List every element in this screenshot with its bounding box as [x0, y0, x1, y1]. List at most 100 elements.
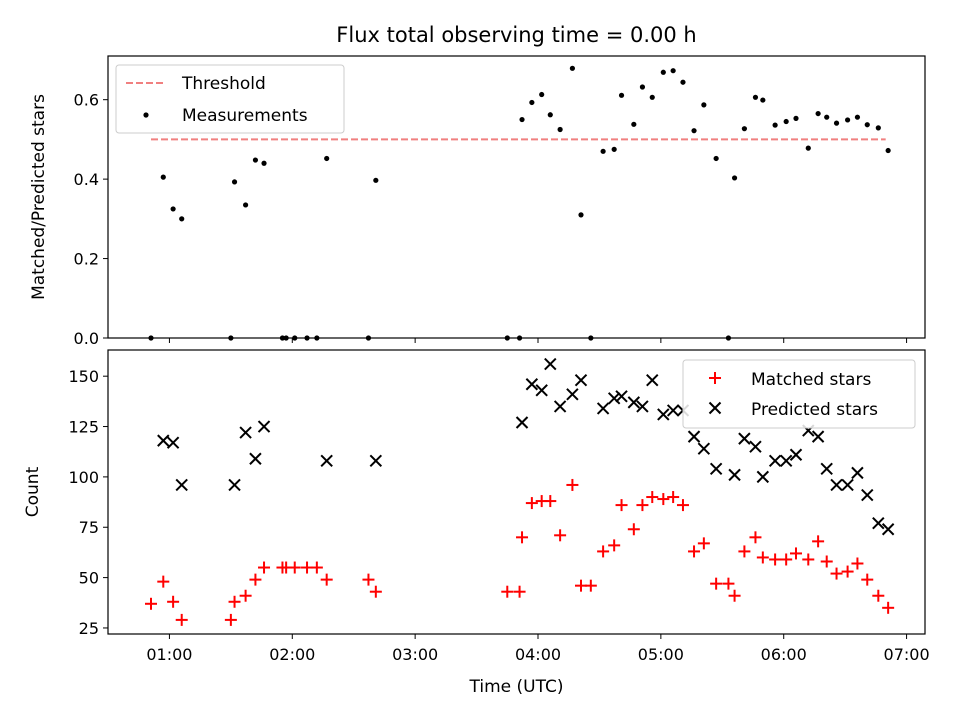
point-stroke: [627, 396, 641, 409]
point-matched: [710, 577, 723, 590]
chart-title: Flux total observing time = 0.00 h: [336, 23, 696, 47]
point-predicted: [830, 478, 843, 492]
point-stroke: [636, 400, 649, 413]
point-stroke: [881, 523, 895, 536]
point-stroke: [779, 454, 793, 467]
y-tick-label: 0.2: [74, 250, 99, 269]
point-measurement: [547, 112, 553, 118]
point-predicted: [607, 392, 621, 405]
legend-measurement-label: Measurements: [182, 106, 308, 126]
point-matched: [369, 585, 382, 598]
point-stroke: [749, 440, 762, 453]
point-stroke: [249, 452, 262, 465]
point-measurement: [529, 99, 535, 106]
x-tick-label: 04:00: [515, 645, 561, 664]
point-measurement: [578, 212, 584, 218]
point-stroke: [175, 478, 188, 492]
y-tick-label: 150: [68, 367, 99, 386]
x-tick-label: 01:00: [146, 645, 192, 664]
legend-box: [115, 64, 345, 134]
point-stroke: [728, 468, 741, 482]
point-stroke: [544, 357, 557, 371]
point-stroke: [596, 402, 610, 415]
point-stroke: [830, 478, 843, 492]
point-matched: [780, 553, 793, 566]
point-stroke: [607, 392, 621, 405]
point-matched: [258, 561, 271, 574]
point-stroke: [756, 470, 770, 484]
point-matched: [627, 523, 640, 536]
point-measurement: [600, 148, 606, 154]
point-stroke: [657, 408, 670, 421]
point-predicted: [228, 478, 241, 492]
point-matched: [175, 613, 188, 626]
point-stroke: [320, 454, 333, 467]
axes-frame: [107, 55, 926, 339]
x-axis-label: Time (UTC): [469, 677, 564, 697]
point-measurement: [170, 206, 176, 212]
point-matched: [167, 595, 180, 608]
point-stroke: [646, 374, 659, 387]
legend-matched-label: Matched stars: [751, 370, 871, 390]
point-predicted: [657, 408, 670, 421]
point-matched: [145, 597, 157, 610]
point-stroke: [566, 388, 579, 401]
point-predicted: [320, 454, 333, 467]
point-stroke: [861, 488, 874, 502]
point-predicted: [851, 466, 864, 480]
point-matched: [756, 551, 769, 564]
legend-predicted-swatch: [708, 401, 722, 415]
point-stroke: [789, 448, 803, 461]
point-predicted: [697, 442, 711, 455]
point-measurement: [373, 177, 379, 183]
point-measurement: [701, 102, 707, 108]
point-stroke: [697, 442, 711, 455]
point-stroke: [369, 454, 383, 467]
point-predicted: [756, 470, 770, 484]
point-predicted: [687, 430, 701, 443]
axes-frame: [107, 349, 926, 635]
point-predicted: [738, 432, 751, 445]
point-matched: [820, 555, 833, 568]
point-matched: [513, 585, 526, 598]
point-matched: [657, 493, 670, 506]
y-tick-label: 0.0: [74, 329, 99, 348]
point-measurement: [660, 69, 666, 75]
point-measurement: [731, 175, 738, 181]
point-predicted: [157, 434, 170, 447]
point-measurement: [680, 79, 686, 85]
y-tick-label: 125: [68, 418, 99, 437]
legend-threshold-label: Threshold: [181, 74, 266, 94]
y-tick-label: 0.6: [74, 91, 99, 110]
y-tick-label: 75: [79, 518, 99, 537]
point-predicted: [239, 426, 252, 439]
point-measurement: [519, 116, 525, 123]
point-matched: [728, 589, 741, 602]
point-matched: [738, 545, 751, 558]
point-predicted: [166, 436, 180, 449]
legend-predicted-label: Predicted stars: [751, 400, 878, 420]
point-matched: [851, 557, 864, 570]
point-matched: [882, 601, 895, 614]
point-measurement: [670, 68, 676, 74]
panel-ratio: 0.0 0.2 0.4 0.6 Threshold Measurements: [74, 55, 926, 348]
panel-count: 01:00 02:00 03:00 04:00 05:00 06:00 07:00 25 50 7…: [68, 349, 930, 664]
point-measurement: [741, 126, 748, 132]
point-measurement: [885, 147, 891, 154]
point-matched: [636, 499, 649, 512]
legend-bottom: Matched stars Predicted stars: [682, 359, 916, 429]
point-matched: [615, 499, 628, 512]
point-matched: [584, 579, 597, 592]
point-stroke: [841, 478, 854, 492]
point-stroke: [553, 400, 567, 413]
point-matched: [667, 491, 680, 504]
point-predicted: [615, 390, 628, 403]
point-matched: [310, 561, 323, 574]
point-predicted: [636, 400, 649, 413]
point-matched: [597, 545, 610, 558]
point-measurement: [783, 118, 789, 125]
point-measurement: [557, 126, 563, 133]
point-matched: [861, 573, 874, 586]
point-predicted: [811, 430, 825, 443]
point-stroke: [166, 436, 180, 449]
